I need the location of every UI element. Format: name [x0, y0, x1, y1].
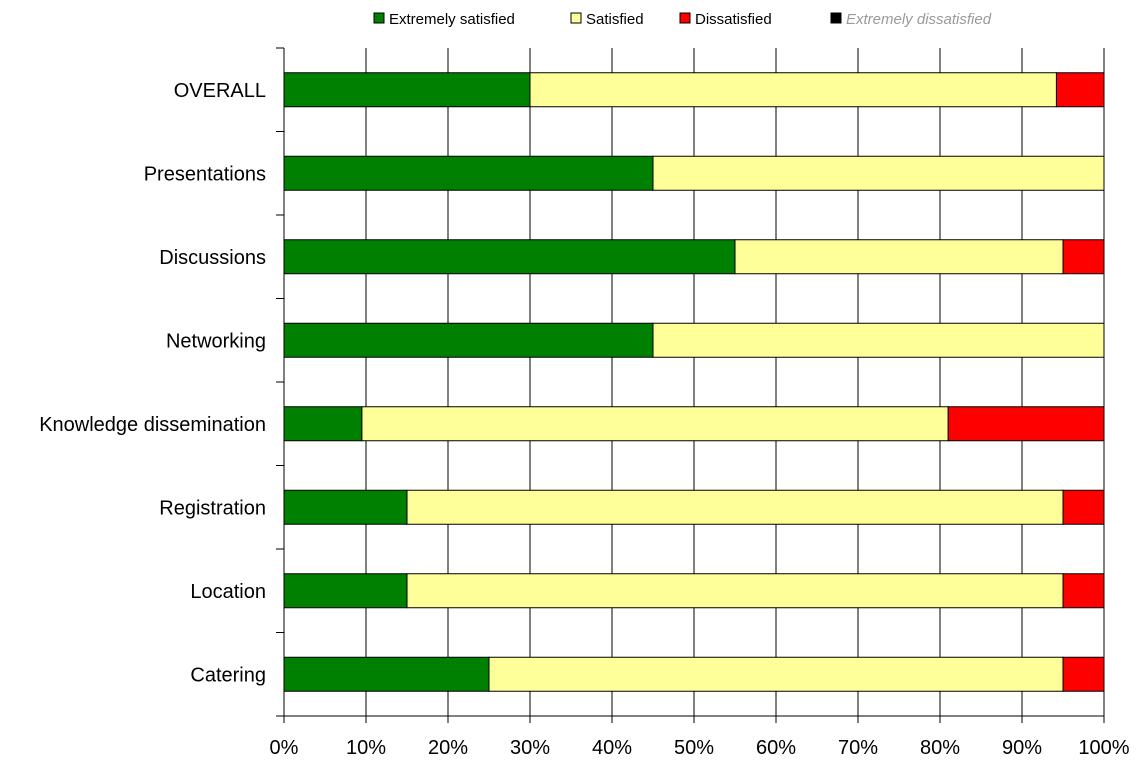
category-label: Knowledge dissemination: [39, 414, 266, 436]
legend-label: Dissatisfied: [695, 11, 772, 28]
legend-item: Satisfied: [570, 11, 644, 28]
bar-segment: [283, 322, 654, 358]
category-labels: OVERALL Presentations Discussions Networkin…: [39, 80, 266, 687]
grid: [283, 48, 1105, 716]
bar-segment: [652, 155, 1105, 191]
bar-segment: [283, 406, 363, 442]
bar-segment: [283, 72, 531, 108]
bar-segment: [1055, 72, 1105, 108]
category-label: Presentations: [144, 163, 266, 185]
legend-label: Extremely dissatisfied: [846, 11, 992, 28]
bar-segment: [529, 72, 1057, 108]
legend-item: Extremely dissatisfied: [830, 11, 992, 28]
bar-segment: [1062, 239, 1105, 275]
x-tick-label: 30%: [510, 737, 550, 759]
category-label: Location: [190, 581, 266, 603]
bar-segment: [947, 406, 1105, 442]
x-tick-labels: 0% 10% 20% 30% 40% 50% 60% 70% 80% 90% 100%: [270, 737, 1130, 759]
bar-segment: [283, 656, 490, 692]
legend-swatch: [373, 12, 385, 24]
category-label: OVERALL: [174, 80, 266, 102]
legend-item: Dissatisfied: [679, 11, 772, 28]
category-label: Catering: [190, 664, 266, 686]
bar-segment: [1062, 656, 1105, 692]
x-tick-label: 100%: [1078, 737, 1129, 759]
bar-segment: [361, 406, 949, 442]
legend-swatch: [830, 12, 842, 24]
bar-segment: [406, 573, 1064, 609]
category-label: Discussions: [159, 247, 266, 269]
legend-item: Extremely satisfied: [373, 11, 515, 28]
axes: [276, 47, 1105, 723]
x-tick-label: 0%: [270, 737, 299, 759]
category-label: Registration: [159, 497, 266, 519]
bar-segment: [1062, 573, 1105, 609]
x-tick-label: 50%: [674, 737, 714, 759]
x-tick-label: 80%: [920, 737, 960, 759]
legend-label: Satisfied: [586, 11, 644, 28]
x-tick-label: 20%: [428, 737, 468, 759]
legend: Extremely satisfied Satisfied Dissatisfied…: [373, 11, 992, 28]
bar-segment: [652, 322, 1105, 358]
x-tick-label: 10%: [346, 737, 386, 759]
bar-segment: [283, 489, 408, 525]
bar-segment: [406, 489, 1064, 525]
category-label: Networking: [166, 330, 266, 352]
bar-segment: [1062, 489, 1105, 525]
x-tick-label: 70%: [838, 737, 878, 759]
bar-segment: [488, 656, 1064, 692]
x-tick-label: 90%: [1002, 737, 1042, 759]
bar-segment: [283, 239, 736, 275]
bars: [283, 72, 1105, 692]
legend-swatch: [679, 12, 691, 24]
bar-segment: [283, 573, 408, 609]
legend-swatch: [570, 12, 582, 24]
legend-label: Extremely satisfied: [389, 11, 515, 28]
bar-segment: [734, 239, 1064, 275]
x-tick-label: 40%: [592, 737, 632, 759]
bar-segment: [283, 155, 654, 191]
x-tick-label: 60%: [756, 737, 796, 759]
